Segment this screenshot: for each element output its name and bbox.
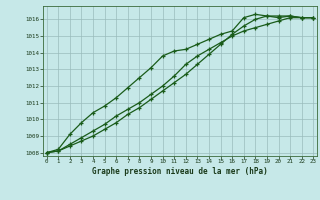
- X-axis label: Graphe pression niveau de la mer (hPa): Graphe pression niveau de la mer (hPa): [92, 167, 268, 176]
